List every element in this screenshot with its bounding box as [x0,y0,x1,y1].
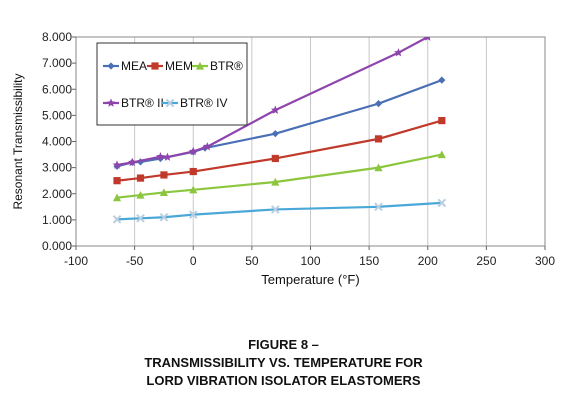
data-point [160,171,168,179]
data-point [151,62,159,70]
figure-title-line-1: TRANSMISSIBILITY VS. TEMPERATURE FOR [144,355,423,370]
data-point [195,61,205,70]
data-point-stroke [159,212,169,222]
x-axis-label: Temperature (°F) [261,272,359,287]
data-point [156,152,165,161]
y-tick-label: 6.000 [42,82,72,96]
legend-label: BTR® IV [180,96,228,110]
figure-title-line-2: LORD VIBRATION ISOLATOR ELASTOMERS [146,373,421,388]
legend-label: BTR® [210,59,243,73]
data-point [188,146,198,156]
legend-item: MEM [147,59,193,73]
legend-label: BTR® II [121,96,164,110]
legend-item: MEA [103,59,147,73]
data-point [271,154,279,163]
x-tick-label: 100 [300,254,320,268]
data-point [159,212,169,222]
data-point [127,157,137,167]
data-point [107,62,115,70]
data-point-stroke [112,215,122,224]
data-point [437,198,447,208]
series-btr- [112,150,446,202]
chart: 0.000 1.000 2.000 3.000 4.000 5.000 6.000 7.000… [11,30,555,287]
x-tick-label: 150 [359,254,379,268]
x-tick-label: -50 [126,254,144,268]
data-point-stroke [165,98,175,108]
legend-label: MEM [165,59,193,73]
series-line [116,201,442,221]
series-btr-iv [112,198,447,224]
data-point [165,98,175,108]
data-point-stroke [188,210,198,219]
series-btr-ii [112,37,431,169]
data-point [437,150,446,159]
data-point [202,142,212,151]
data-point [438,76,446,84]
legend-item: BTR® [192,59,243,73]
data-point [188,210,198,219]
legend-box [96,42,248,126]
data-point [136,214,145,223]
y-tick-label: 0.000 [42,239,72,253]
data-point [112,215,122,224]
data-point [106,98,116,107]
legend-item: BTR® IV [162,96,228,110]
x-tick-label: 250 [476,254,496,268]
data-point [425,37,431,41]
figure-number: FIGURE 8 – [248,337,319,352]
data-point-stroke [271,205,280,214]
y-tick-label: 3.000 [42,161,72,175]
data-point [113,177,121,185]
data-point [374,135,383,143]
data-point [438,117,446,125]
x-tick-label: -100 [64,254,88,268]
data-point [163,152,172,161]
x-tick-label: 300 [535,254,555,268]
data-point-stroke [374,202,383,212]
y-axis-label: Resonant Transmissibility [11,73,25,209]
data-point [189,167,197,176]
data-point [112,193,122,202]
legend-item: BTR® II [103,96,164,110]
data-point [270,105,280,114]
y-tick-label: 8.000 [42,30,72,44]
y-tick-label: 2.000 [42,187,72,201]
data-point-stroke [136,214,145,223]
x-tick-label: 50 [245,254,259,268]
data-point [112,160,122,169]
data-point [136,174,145,182]
series-mem [113,117,446,185]
data-point [271,177,280,186]
y-tick-label: 5.000 [42,108,72,122]
data-point [374,163,383,172]
legend: MEA MEM BTR® BTR® II BTR® IV [96,42,248,126]
data-point [374,100,383,108]
data-point [271,130,279,138]
data-point [136,190,145,199]
y-tick-label: 7.000 [42,56,72,70]
x-tick-label: 0 [190,254,197,268]
x-tick-label: 200 [418,254,438,268]
data-point-stroke [437,198,447,208]
data-point [374,202,383,212]
y-tick-label: 4.000 [42,135,72,149]
y-tick-label: 1.000 [42,213,72,227]
legend-label: MEA [121,59,147,73]
data-point [394,48,403,57]
data-point [159,188,169,197]
data-point [271,205,280,214]
data-point [189,185,198,194]
